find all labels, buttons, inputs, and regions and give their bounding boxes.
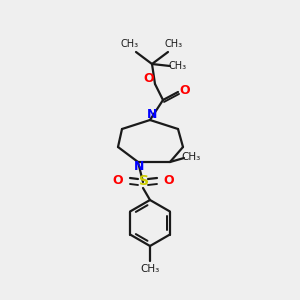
Text: O: O (164, 175, 174, 188)
Text: CH₃: CH₃ (169, 61, 187, 71)
Text: CH₃: CH₃ (140, 264, 160, 274)
Text: N: N (134, 160, 144, 173)
Text: CH₃: CH₃ (165, 39, 183, 49)
Text: N: N (147, 109, 157, 122)
Text: O: O (180, 85, 190, 98)
Text: S: S (139, 174, 149, 188)
Text: O: O (144, 73, 154, 85)
Text: CH₃: CH₃ (182, 152, 201, 162)
Text: CH₃: CH₃ (121, 39, 139, 49)
Text: O: O (113, 175, 123, 188)
